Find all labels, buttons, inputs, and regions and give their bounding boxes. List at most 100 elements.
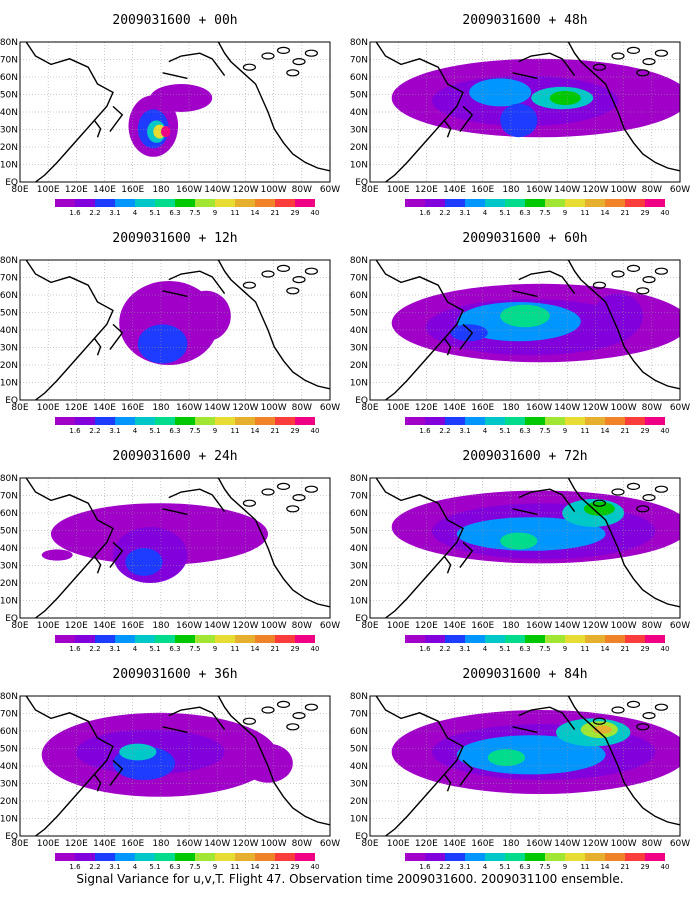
lat-tick-label: 30N xyxy=(0,562,18,572)
colorbar-swatch xyxy=(585,199,605,207)
coastline xyxy=(642,494,656,502)
coastline xyxy=(162,290,188,298)
lon-tick-label: 140E xyxy=(443,403,466,413)
lon-tick-label: 100W xyxy=(611,839,637,849)
map-field xyxy=(370,260,680,400)
colorbar-label: 3.1 xyxy=(459,645,470,653)
colorbar-swatch xyxy=(625,417,645,425)
map-field xyxy=(370,478,680,618)
colorbar-swatch xyxy=(135,417,155,425)
coastline xyxy=(286,723,300,731)
colorbar-swatch xyxy=(465,199,485,207)
coastline xyxy=(512,726,538,734)
lat-tick-label: 80N xyxy=(0,38,18,48)
lon-tick-label: 140E xyxy=(93,621,116,631)
colorbar-swatch xyxy=(585,635,605,643)
variance-contour xyxy=(137,324,188,364)
colorbar-swatch xyxy=(55,417,75,425)
panel-title: 2009031600 + 12h xyxy=(112,231,237,246)
colorbar-label: 21 xyxy=(621,209,630,217)
map-frame xyxy=(19,259,331,401)
lon-tick-label: 140W xyxy=(204,839,230,849)
colorbar-label: 7.5 xyxy=(539,645,550,653)
lat-tick-label: 70N xyxy=(350,56,368,66)
map-panel: 2009031600 + 48h 80N 70N 60N 50N 40N 30N 20N 10N… xyxy=(350,13,690,217)
lat-tick-label: 60N xyxy=(0,73,18,83)
colorbar-label: 11 xyxy=(581,645,590,653)
figure-caption: Signal Variance for u,v,T. Flight 47. Ob… xyxy=(76,872,624,886)
colorbar-swatch xyxy=(255,635,275,643)
colorbar-swatch xyxy=(545,853,565,861)
colorbar-label: 9 xyxy=(563,645,567,653)
colorbar-swatch xyxy=(295,199,315,207)
colorbar-swatch xyxy=(505,853,525,861)
lat-tick-label: 10N xyxy=(0,597,18,607)
map-field xyxy=(20,696,330,836)
lat-tick-label: 40N xyxy=(0,762,18,772)
coastline xyxy=(261,270,275,278)
colorbar-label: 4 xyxy=(133,863,138,871)
panel-title: 2009031600 + 84h xyxy=(462,667,587,682)
variance-contour xyxy=(125,548,163,576)
panel-title: 2009031600 + 48h xyxy=(462,13,587,28)
colorbar-swatch xyxy=(625,635,645,643)
coastline xyxy=(242,717,256,725)
lon-tick-label: 140W xyxy=(204,185,230,195)
coastline xyxy=(459,105,474,133)
coastline xyxy=(626,46,641,55)
lat-tick-label: 60N xyxy=(350,509,368,519)
lat-tick-label: 20N xyxy=(350,797,368,807)
variance-contour xyxy=(500,532,538,550)
lat-tick-label: 10N xyxy=(350,379,368,389)
lat-tick-label: 80N xyxy=(0,692,18,702)
coastline xyxy=(162,72,188,80)
lon-tick-label: 80W xyxy=(292,185,312,195)
coastline xyxy=(276,46,291,55)
colorbar-swatch xyxy=(215,199,235,207)
colorbar-label: 9 xyxy=(563,209,567,217)
lat-tick-label: EQ xyxy=(5,832,18,842)
lon-tick-label: 120E xyxy=(415,185,438,195)
colorbar-swatch xyxy=(215,853,235,861)
colorbar-label: 3.1 xyxy=(109,645,120,653)
variance-contour xyxy=(456,735,606,775)
coastline xyxy=(276,264,291,272)
colorbar-label: 1.6 xyxy=(69,427,81,435)
lon-tick-label: 60W xyxy=(670,403,690,413)
coastline xyxy=(375,260,464,400)
coastline xyxy=(567,42,680,172)
coastline xyxy=(567,260,680,390)
coastline xyxy=(286,69,300,77)
coastline xyxy=(162,726,188,734)
map-frame xyxy=(19,477,331,619)
coastline xyxy=(286,287,300,295)
colorbar-swatch xyxy=(505,417,525,425)
colorbar-label: 3.1 xyxy=(459,427,470,435)
colorbar-label: 3.1 xyxy=(109,427,120,435)
lat-tick-label: 20N xyxy=(0,361,18,371)
lon-tick-label: 180 xyxy=(152,839,169,849)
colorbar-label: 40 xyxy=(661,863,670,871)
lat-tick-label: 10N xyxy=(0,815,18,825)
map-frame xyxy=(19,695,331,837)
coastline xyxy=(611,52,625,60)
colorbar-swatch xyxy=(135,635,155,643)
colorbar-swatch xyxy=(505,635,525,643)
lon-tick-label: 120W xyxy=(582,839,608,849)
lat-tick-label: 20N xyxy=(350,143,368,153)
lat-tick-label: 80N xyxy=(0,474,18,484)
colorbar-label: 21 xyxy=(271,427,280,435)
coastline xyxy=(93,119,102,138)
lat-tick-label: 40N xyxy=(0,544,18,554)
colorbar-swatch xyxy=(465,417,485,425)
lon-tick-label: 160E xyxy=(471,621,494,631)
lat-tick-label: 50N xyxy=(350,745,368,755)
colorbar-swatch xyxy=(295,635,315,643)
colorbar-swatch xyxy=(485,199,505,207)
coastline xyxy=(261,52,275,60)
lon-tick-label: 160W xyxy=(526,185,552,195)
coastline xyxy=(25,260,114,400)
colorbar-swatch xyxy=(75,853,95,861)
lon-tick-label: 60W xyxy=(320,403,340,413)
